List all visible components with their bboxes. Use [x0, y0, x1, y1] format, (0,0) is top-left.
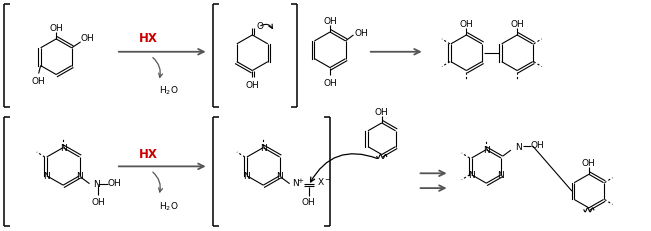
Text: OH: OH	[510, 20, 524, 28]
Text: −: −	[324, 176, 331, 182]
Text: OH: OH	[301, 197, 315, 206]
Text: N: N	[76, 172, 83, 180]
Text: N: N	[60, 143, 66, 152]
Text: OH: OH	[582, 158, 596, 167]
Text: HX: HX	[139, 32, 158, 45]
FancyArrowPatch shape	[260, 25, 272, 29]
Text: N: N	[94, 179, 100, 188]
Text: N: N	[497, 170, 505, 179]
FancyArrowPatch shape	[153, 172, 163, 192]
Text: N: N	[276, 172, 283, 180]
Text: H$_2$O: H$_2$O	[159, 200, 178, 212]
Text: N: N	[292, 178, 299, 187]
Text: HX: HX	[139, 147, 158, 160]
Text: N: N	[483, 146, 490, 154]
Text: OH: OH	[245, 81, 259, 89]
Text: OH: OH	[531, 140, 545, 149]
Text: OH: OH	[81, 34, 94, 43]
Text: N: N	[260, 143, 267, 152]
Text: OH: OH	[32, 77, 46, 85]
Text: N: N	[243, 172, 250, 180]
Text: +: +	[298, 177, 303, 183]
Text: OH: OH	[355, 28, 368, 37]
Text: OH: OH	[92, 197, 105, 206]
Text: OH: OH	[460, 20, 473, 28]
FancyArrowPatch shape	[153, 58, 163, 78]
Text: O: O	[256, 21, 264, 30]
Text: N: N	[468, 170, 475, 179]
Text: OH: OH	[323, 79, 337, 88]
FancyArrowPatch shape	[311, 154, 377, 182]
Text: N: N	[515, 142, 521, 151]
Text: OH: OH	[49, 24, 63, 32]
Text: X: X	[318, 177, 324, 186]
Text: OH: OH	[107, 178, 121, 187]
Text: N: N	[44, 172, 50, 180]
Text: OH: OH	[375, 107, 389, 116]
Text: H$_2$O: H$_2$O	[159, 84, 178, 96]
Text: OH: OH	[323, 17, 337, 26]
